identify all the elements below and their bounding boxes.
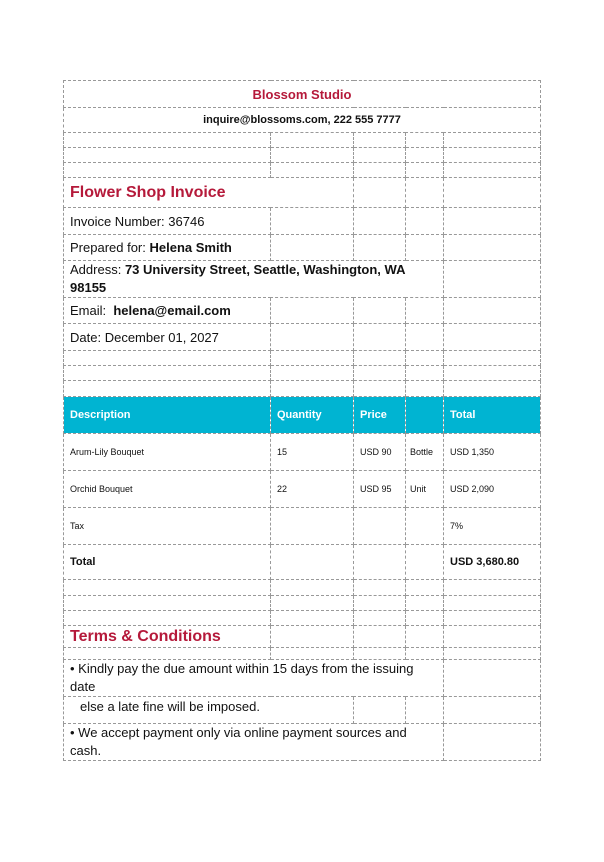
item-description: Orchid Bouquet (63, 470, 271, 508)
invoice-title: Flower Shop Invoice (63, 177, 354, 208)
email: Email: helena@email.com (63, 297, 271, 324)
item-total: USD 2,090 (443, 470, 541, 508)
col-price: Price (353, 396, 406, 434)
terms-title: Terms & Conditions (63, 625, 271, 648)
brand-name: Blossom Studio (63, 80, 541, 108)
address: Address: 73 University Street, Seattle, … (63, 260, 444, 298)
tax-value: 7% (443, 507, 541, 545)
tax-row: Tax 7% (63, 507, 541, 545)
item-price: USD 90 (353, 433, 406, 471)
terms-line-2: • We accept payment only via online paym… (63, 723, 444, 761)
col-quantity: Quantity (270, 396, 354, 434)
item-total: USD 1,350 (443, 433, 541, 471)
item-unit: Unit (405, 470, 444, 508)
item-price: USD 95 (353, 470, 406, 508)
table-row: Arum-Lily Bouquet 15 USD 90 Bottle USD 1… (63, 433, 541, 471)
tax-label: Tax (63, 507, 271, 545)
date: Date: December 01, 2027 (63, 323, 271, 351)
total-row: Total USD 3,680.80 (63, 544, 541, 580)
invoice-number: Invoice Number: 36746 (63, 207, 271, 235)
item-quantity: 15 (270, 433, 354, 471)
total-value: USD 3,680.80 (443, 544, 541, 580)
item-description: Arum-Lily Bouquet (63, 433, 271, 471)
table-header: Description Quantity Price Total (63, 396, 541, 434)
item-quantity: 22 (270, 470, 354, 508)
item-unit: Bottle (405, 433, 444, 471)
col-description: Description (63, 396, 271, 434)
terms-line-1: • Kindly pay the due amount within 15 da… (63, 659, 444, 697)
table-row: Orchid Bouquet 22 USD 95 Unit USD 2,090 (63, 470, 541, 508)
invoice-table: Blossom Studio inquire@blossoms.com, 222… (63, 80, 541, 761)
terms-line-1b: else a late fine will be imposed. (63, 696, 354, 724)
prepared-for: Prepared for: Helena Smith (63, 234, 271, 261)
col-unit (405, 396, 444, 434)
total-label: Total (63, 544, 271, 580)
contact-info: inquire@blossoms.com, 222 555 7777 (63, 107, 541, 133)
col-total: Total (443, 396, 541, 434)
